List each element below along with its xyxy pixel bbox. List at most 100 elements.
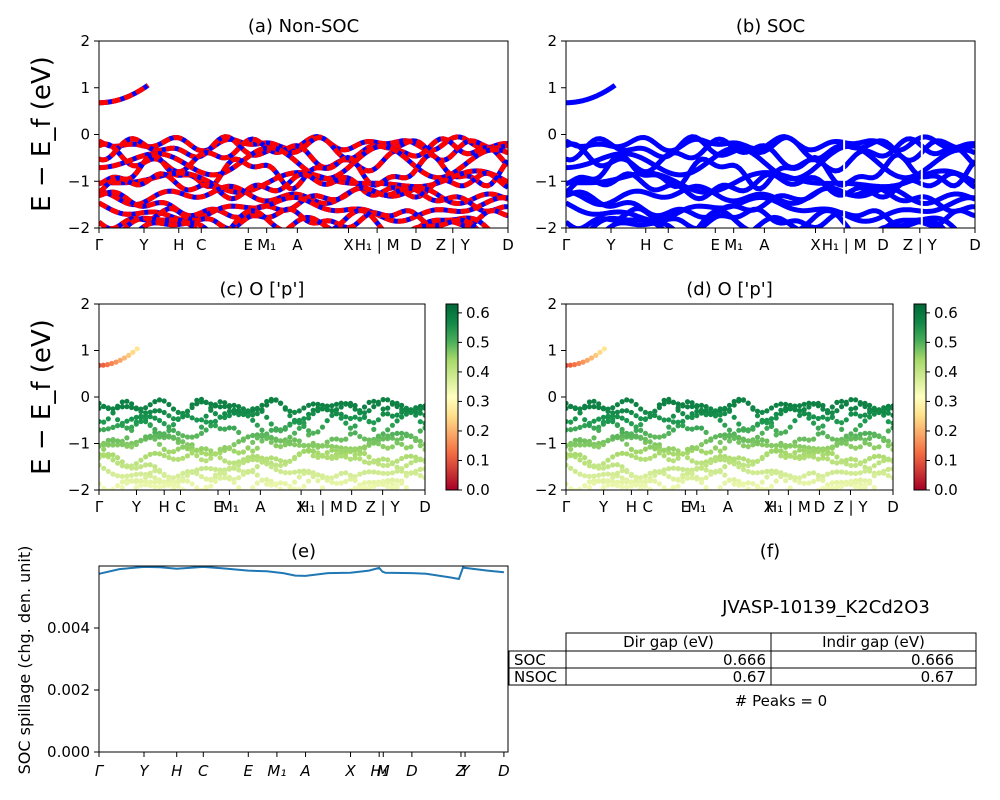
band-point bbox=[801, 473, 807, 479]
band-point bbox=[417, 410, 423, 416]
x-tick-label: X bbox=[343, 236, 353, 254]
band-point bbox=[764, 408, 770, 414]
band-point bbox=[222, 426, 228, 432]
band-point bbox=[126, 352, 132, 358]
band-point bbox=[101, 427, 107, 433]
band-point bbox=[566, 481, 569, 487]
band-point bbox=[661, 485, 667, 490]
colorbar-tick-label: 0.1 bbox=[934, 451, 958, 469]
band-point bbox=[245, 434, 251, 440]
band-point bbox=[226, 445, 232, 452]
band-point bbox=[133, 419, 139, 425]
band-point bbox=[408, 409, 414, 416]
band-point bbox=[282, 481, 288, 487]
band-point bbox=[820, 402, 826, 409]
band-point bbox=[236, 485, 242, 490]
band-point bbox=[129, 478, 135, 484]
band-point bbox=[408, 444, 414, 450]
band-point bbox=[380, 435, 386, 441]
band-point bbox=[306, 428, 312, 434]
band-point bbox=[394, 468, 400, 474]
band-point bbox=[212, 478, 218, 484]
band-point bbox=[568, 485, 574, 490]
band-point bbox=[403, 473, 409, 479]
band-point bbox=[385, 479, 391, 485]
colorbar-tick-label: 0.3 bbox=[934, 392, 958, 410]
band-point bbox=[675, 451, 681, 458]
band-point bbox=[726, 408, 733, 414]
band-point bbox=[399, 455, 405, 462]
band-point bbox=[661, 471, 667, 477]
band-point bbox=[759, 455, 765, 462]
band-point bbox=[717, 432, 723, 439]
band-point bbox=[713, 491, 718, 496]
band-point bbox=[839, 398, 845, 404]
x-tick-label: H bbox=[159, 498, 170, 516]
band-point bbox=[680, 423, 686, 429]
band-point bbox=[890, 405, 893, 411]
band-point bbox=[605, 437, 611, 443]
band-point bbox=[829, 410, 835, 416]
band-point bbox=[306, 478, 312, 484]
spillage-line bbox=[98, 565, 504, 581]
band-point bbox=[647, 412, 653, 418]
y-tick-label: −2 bbox=[535, 481, 557, 499]
band-point bbox=[703, 475, 709, 481]
band-point bbox=[600, 471, 607, 477]
band-point bbox=[726, 477, 733, 483]
band-point bbox=[610, 405, 616, 411]
band-point bbox=[703, 429, 709, 435]
band-point bbox=[268, 398, 274, 404]
band-point bbox=[755, 492, 760, 497]
band-point bbox=[811, 491, 816, 496]
band-point bbox=[156, 479, 163, 485]
band-point bbox=[577, 424, 583, 430]
band-point bbox=[371, 469, 377, 475]
band-point bbox=[110, 486, 116, 490]
band-point bbox=[296, 452, 302, 458]
band-point bbox=[740, 462, 747, 468]
band-point bbox=[296, 486, 302, 490]
band-point bbox=[881, 409, 887, 415]
band-point bbox=[614, 414, 621, 420]
band-point bbox=[801, 436, 807, 442]
band-point bbox=[820, 406, 826, 412]
x-tick-label: E bbox=[711, 236, 720, 254]
band-point bbox=[231, 479, 237, 486]
band-point bbox=[106, 499, 111, 504]
band-point bbox=[759, 418, 765, 424]
band-point bbox=[848, 470, 854, 476]
band-point bbox=[133, 441, 139, 448]
band-point bbox=[684, 470, 691, 476]
band-point bbox=[593, 352, 599, 358]
plot-frame bbox=[565, 303, 894, 491]
band-point bbox=[624, 433, 630, 439]
band-point bbox=[208, 419, 214, 425]
band-point bbox=[572, 416, 578, 422]
band-point bbox=[582, 460, 588, 466]
y-tick-label: 0 bbox=[80, 388, 90, 406]
band-point bbox=[712, 434, 719, 440]
band-point bbox=[740, 466, 747, 473]
band-point bbox=[190, 500, 195, 505]
x-tick-label: E bbox=[244, 762, 254, 780]
band-point bbox=[180, 412, 186, 418]
band-point bbox=[203, 476, 209, 482]
band-point bbox=[848, 397, 854, 403]
band-point bbox=[104, 362, 111, 368]
band-point bbox=[825, 433, 831, 440]
band-point bbox=[287, 470, 293, 476]
band-point bbox=[740, 482, 747, 488]
band-point bbox=[661, 447, 667, 453]
band-point bbox=[881, 496, 886, 501]
band-point bbox=[792, 492, 797, 497]
band-point bbox=[282, 459, 288, 465]
band-point bbox=[689, 400, 695, 406]
band-point bbox=[586, 459, 593, 465]
band-point bbox=[110, 496, 115, 501]
band-point bbox=[624, 484, 630, 490]
band-point bbox=[389, 460, 395, 466]
colorbar-tick-label: 0.5 bbox=[934, 333, 958, 351]
band-point bbox=[306, 411, 312, 417]
band-point bbox=[834, 408, 840, 414]
